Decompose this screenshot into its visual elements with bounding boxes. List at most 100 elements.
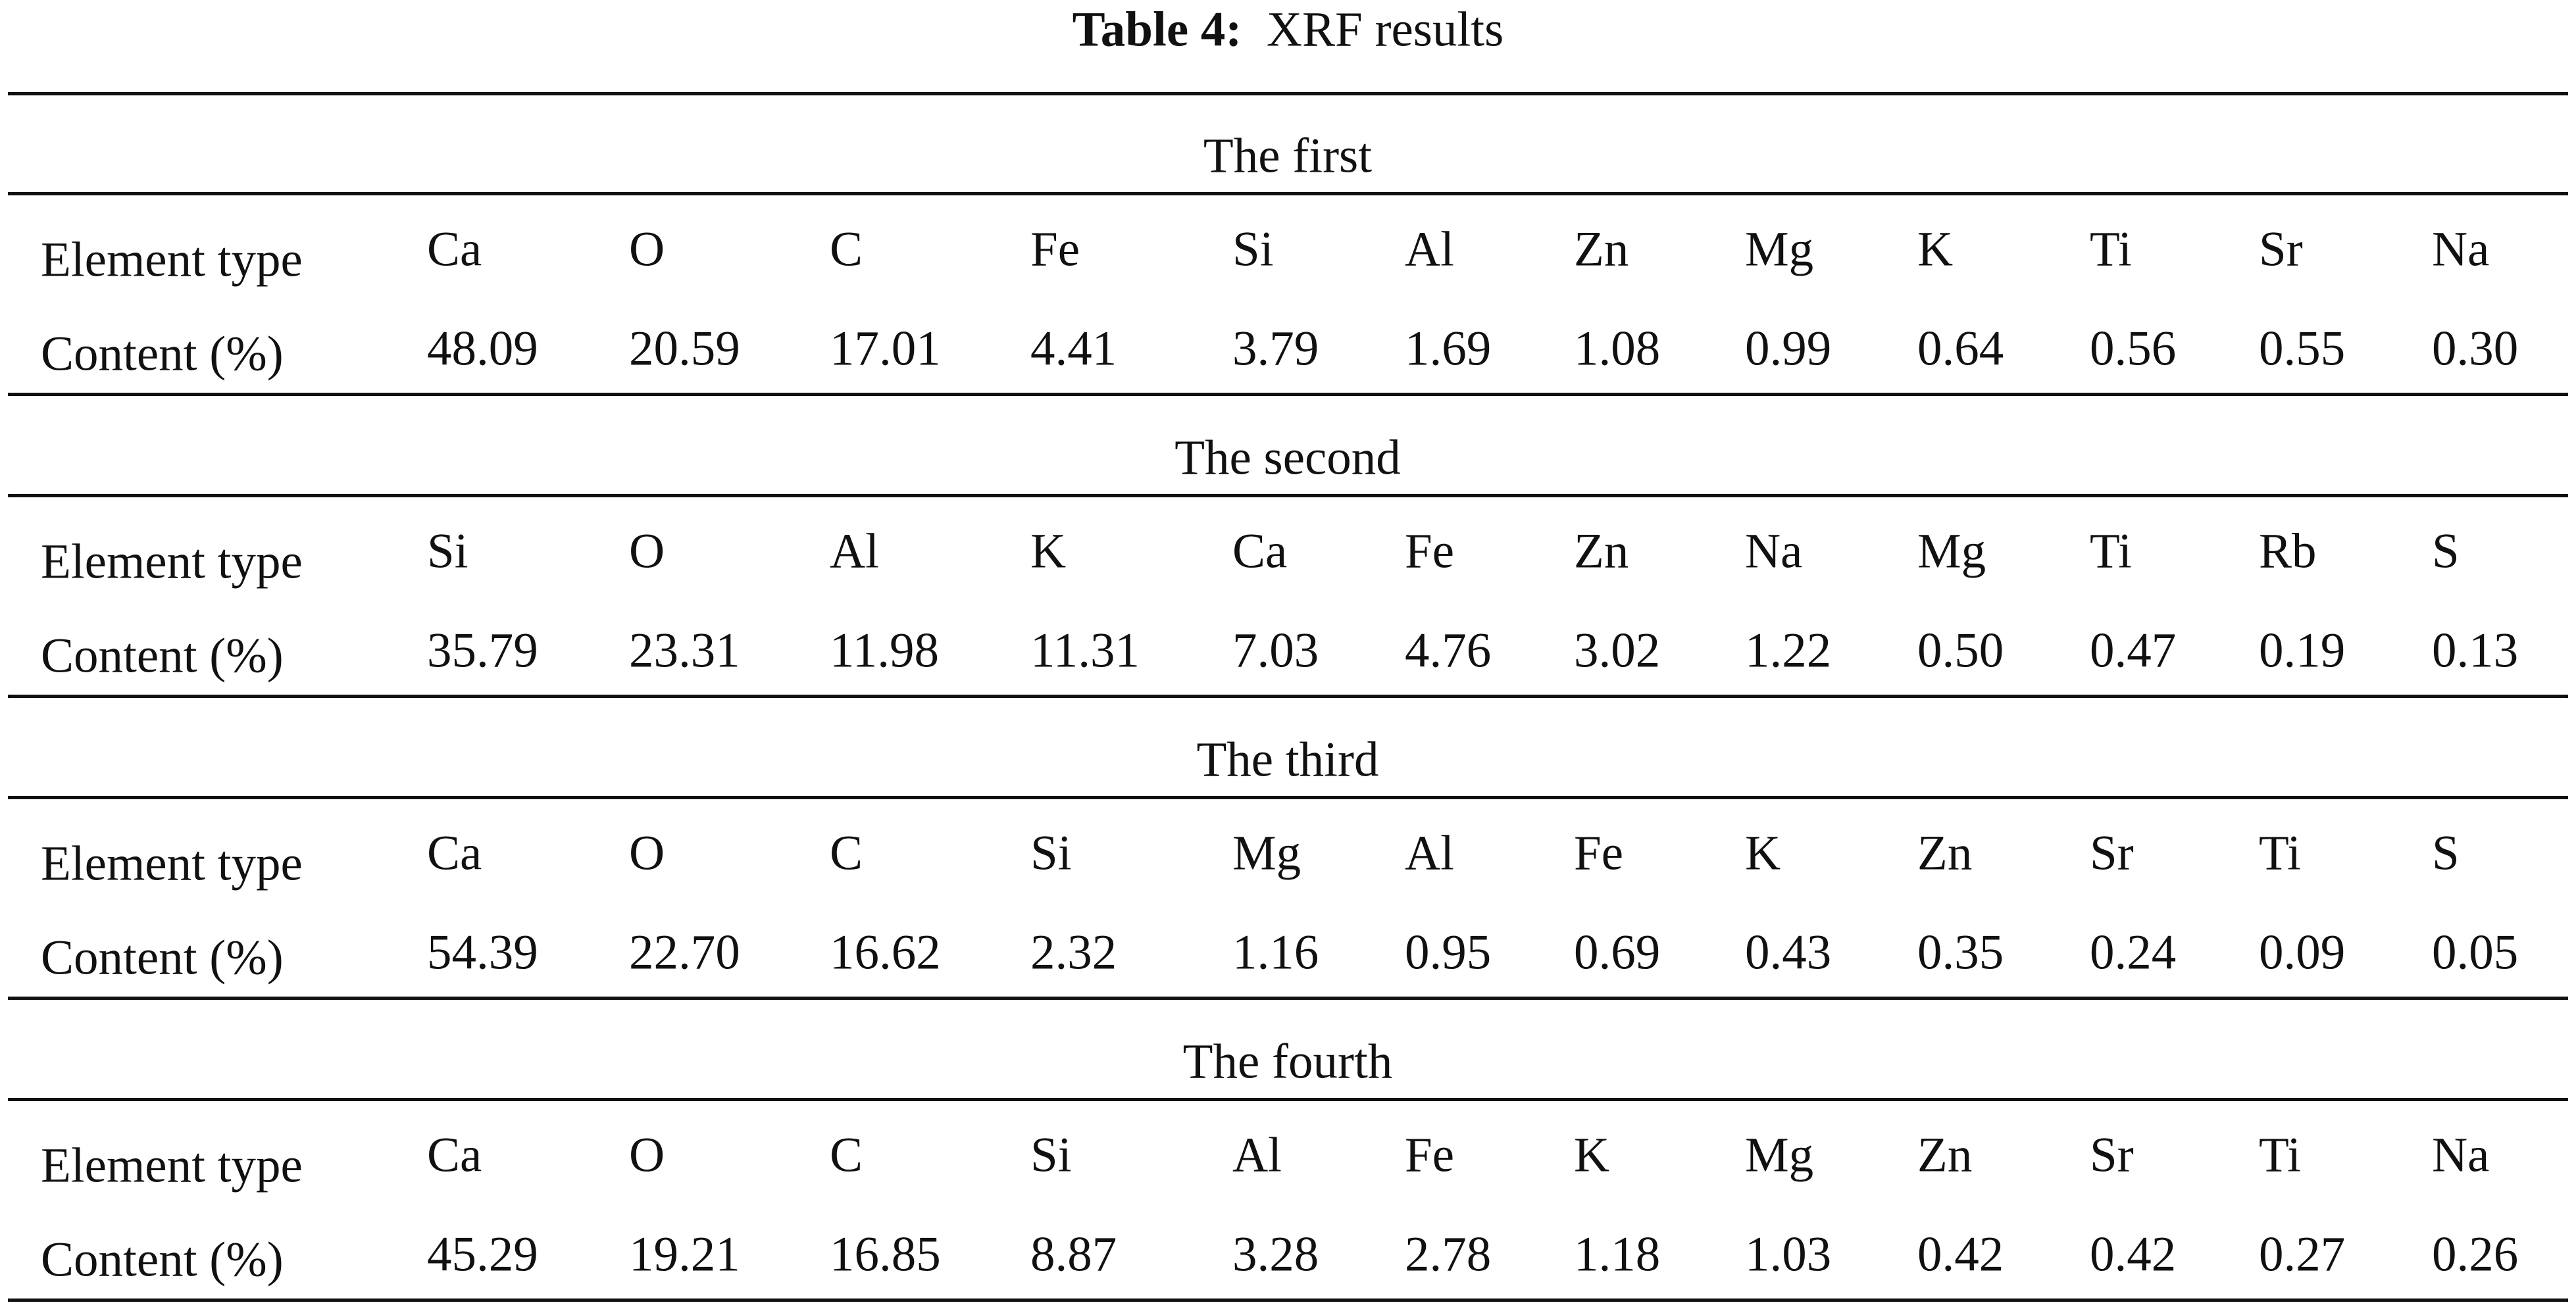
element-cell: C: [830, 1127, 863, 1183]
table-label: Table 4:: [1072, 2, 1242, 57]
row-label: Element type: [41, 534, 303, 589]
element-cell: Si: [1030, 826, 1072, 881]
element-cell: Al: [830, 524, 879, 579]
element-cell: Ca: [427, 222, 482, 277]
element-cell: S: [2432, 524, 2460, 579]
element-cell: Ti: [2090, 524, 2133, 579]
content-cell: 8.87: [1030, 1227, 1117, 1282]
element-cell: Al: [1232, 1127, 1282, 1183]
section-rule: [8, 1098, 2568, 1101]
content-cell: 0.69: [1574, 925, 1661, 980]
element-cell: Si: [427, 524, 468, 579]
content-cell: 0.56: [2090, 321, 2177, 376]
row-label: Element type: [41, 1138, 303, 1193]
content-cell: 16.62: [830, 925, 941, 980]
content-cell: 3.02: [1574, 623, 1661, 678]
row-label: Content (%): [41, 1232, 284, 1287]
content-cell: 3.79: [1232, 321, 1319, 376]
element-cell: Al: [1405, 222, 1454, 277]
content-cell: 0.30: [2432, 321, 2519, 376]
element-cell: Fe: [1574, 826, 1623, 881]
content-cell: 1.16: [1232, 925, 1319, 980]
row-label: Element type: [41, 836, 303, 891]
element-cell: Na: [2432, 1127, 2490, 1183]
content-cell: 23.31: [629, 623, 740, 678]
content-cell: 4.76: [1405, 623, 1492, 678]
section-rule: [8, 796, 2568, 799]
content-cell: 0.43: [1745, 925, 1832, 980]
element-cell: Ti: [2259, 826, 2302, 881]
content-cell: 0.35: [1917, 925, 2004, 980]
element-cell: Fe: [1030, 222, 1080, 277]
element-cell: Ca: [427, 826, 482, 881]
element-cell: K: [1917, 222, 1954, 277]
element-cell: C: [830, 222, 863, 277]
element-cell: K: [1030, 524, 1067, 579]
content-cell: 0.95: [1405, 925, 1492, 980]
section-header: The first: [1203, 128, 1373, 184]
content-cell: 17.01: [830, 321, 941, 376]
content-cell: 4.41: [1030, 321, 1117, 376]
element-cell: K: [1574, 1127, 1610, 1183]
element-cell: O: [629, 222, 665, 277]
content-cell: 0.19: [2259, 623, 2346, 678]
content-cell: 54.39: [427, 925, 538, 980]
content-cell: 7.03: [1232, 623, 1319, 678]
element-cell: C: [830, 826, 863, 881]
element-cell: Ca: [427, 1127, 482, 1183]
section-rule: [8, 695, 2568, 698]
content-cell: 0.50: [1917, 623, 2004, 678]
element-cell: Zn: [1917, 1127, 1973, 1183]
element-cell: Si: [1030, 1127, 1072, 1183]
row-label: Element type: [41, 232, 303, 287]
content-cell: 1.03: [1745, 1227, 1832, 1282]
content-cell: 0.42: [1917, 1227, 2004, 1282]
element-cell: Rb: [2259, 524, 2317, 579]
content-cell: 0.13: [2432, 623, 2519, 678]
element-cell: Na: [1745, 524, 1803, 579]
top-rule: [8, 92, 2568, 95]
element-cell: O: [629, 524, 665, 579]
section-rule: [8, 1299, 2568, 1302]
element-cell: Mg: [1745, 222, 1814, 277]
element-cell: Na: [2432, 222, 2490, 277]
section-rule: [8, 997, 2568, 1000]
element-cell: K: [1745, 826, 1781, 881]
element-cell: Mg: [1745, 1127, 1814, 1183]
element-cell: O: [629, 826, 665, 881]
section-rule: [8, 494, 2568, 497]
content-cell: 0.24: [2090, 925, 2177, 980]
content-cell: 0.26: [2432, 1227, 2519, 1282]
element-cell: Sr: [2090, 826, 2134, 881]
row-label: Content (%): [41, 930, 284, 985]
row-label: Content (%): [41, 326, 284, 382]
content-cell: 19.21: [629, 1227, 740, 1282]
element-cell: Fe: [1405, 1127, 1454, 1183]
content-cell: 22.70: [629, 925, 740, 980]
content-cell: 0.99: [1745, 321, 1832, 376]
content-cell: 3.28: [1232, 1227, 1319, 1282]
element-cell: Ca: [1232, 524, 1288, 579]
content-cell: 48.09: [427, 321, 538, 376]
content-cell: 35.79: [427, 623, 538, 678]
element-cell: Sr: [2090, 1127, 2134, 1183]
section-header: The third: [1196, 732, 1379, 787]
content-cell: 0.09: [2259, 925, 2346, 980]
element-cell: Si: [1232, 222, 1274, 277]
content-cell: 11.31: [1030, 623, 1140, 678]
content-cell: 2.32: [1030, 925, 1117, 980]
content-cell: 0.47: [2090, 623, 2177, 678]
content-cell: 1.69: [1405, 321, 1492, 376]
content-cell: 20.59: [629, 321, 740, 376]
element-cell: Zn: [1574, 524, 1629, 579]
content-cell: 2.78: [1405, 1227, 1492, 1282]
element-cell: Ti: [2090, 222, 2133, 277]
content-cell: 45.29: [427, 1227, 538, 1282]
element-cell: S: [2432, 826, 2460, 881]
content-cell: 0.42: [2090, 1227, 2177, 1282]
element-cell: Fe: [1405, 524, 1454, 579]
element-cell: Mg: [1917, 524, 1986, 579]
section-rule: [8, 393, 2568, 396]
content-cell: 16.85: [830, 1227, 941, 1282]
